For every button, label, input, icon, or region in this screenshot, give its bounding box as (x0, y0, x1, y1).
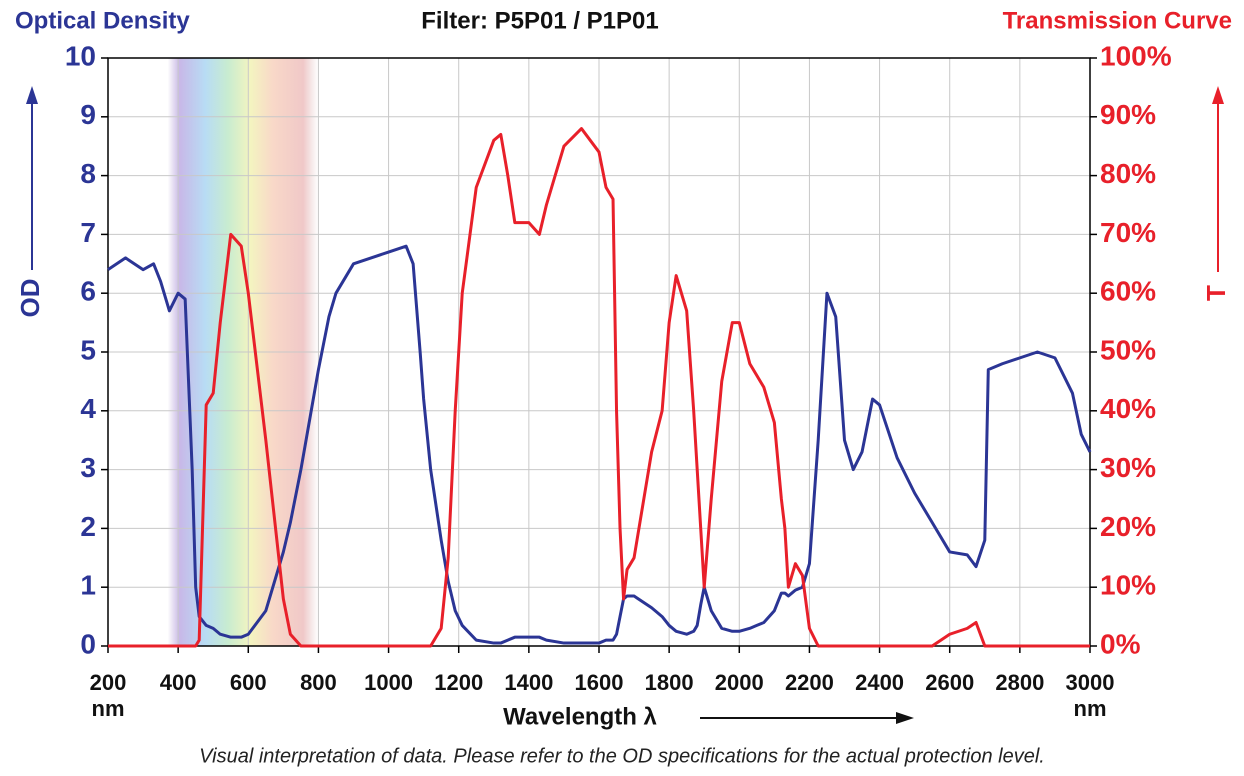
y-tick-label: 0 (80, 628, 96, 659)
x-tick-label: 2200 (785, 670, 834, 695)
footnote: Visual interpretation of data. Please re… (199, 745, 1045, 767)
chart-title: Filter: P5P01 / P1P01 (421, 7, 658, 34)
plot-frame (107, 57, 1091, 647)
series-line (108, 127, 1090, 648)
y2-tick-label: 90% (1100, 99, 1156, 130)
x-tick-label: 600 (230, 670, 267, 695)
x-tick-label: 1400 (504, 670, 553, 695)
x-unit-right: nm (1074, 696, 1107, 721)
x-tick-label: 400 (160, 670, 197, 695)
x-tick-label: 800 (300, 670, 337, 695)
y2-tick-label: 70% (1100, 217, 1156, 248)
y2-tick-label: 0% (1100, 628, 1141, 659)
y2-tick-label: 80% (1100, 158, 1156, 189)
x-tick-label: 2800 (995, 670, 1044, 695)
y2-tick-label: 20% (1100, 511, 1156, 542)
y2-tick-label: 60% (1100, 276, 1156, 307)
y-arrow-head (26, 86, 38, 104)
y-tick-label: 5 (80, 334, 96, 365)
right-axis-title: Transmission Curve (1003, 7, 1232, 34)
y-tick-label: 1 (80, 570, 96, 601)
y-tick-label: 4 (80, 393, 96, 424)
y2-axis-label: T (1201, 285, 1231, 301)
y2-arrow-head (1212, 86, 1224, 104)
series-line (107, 244, 1092, 645)
x-tick-label: 2400 (855, 670, 904, 695)
y2-tick-label: 30% (1100, 452, 1156, 483)
y-tick-label: 7 (80, 217, 96, 248)
y2-tick-label: 100% (1100, 40, 1172, 71)
x-tick-label: 2600 (925, 670, 974, 695)
x-tick-label: 3000 (1066, 670, 1115, 695)
x-tick-label: 2000 (715, 670, 764, 695)
x-unit-left: nm (92, 696, 125, 721)
y2-tick-label: 50% (1100, 334, 1156, 365)
left-axis-title: Optical Density (15, 7, 190, 34)
x-tick-label: 1600 (575, 670, 624, 695)
x-axis-label: Wavelength λ (503, 703, 657, 730)
y-tick-label: 2 (80, 511, 96, 542)
x-tick-label: 1800 (645, 670, 694, 695)
x-arrow-head (896, 712, 914, 724)
y-tick-label: 3 (80, 452, 96, 483)
y-tick-label: 8 (80, 158, 96, 189)
y2-tick-label: 10% (1100, 570, 1156, 601)
y-tick-label: 9 (80, 99, 96, 130)
y2-tick-label: 40% (1100, 393, 1156, 424)
x-tick-label: 1200 (434, 670, 483, 695)
x-tick-label: 1000 (364, 670, 413, 695)
y-axis-label: OD (15, 279, 45, 318)
x-tick-label: 200 (90, 670, 127, 695)
y-tick-label: 6 (80, 276, 96, 307)
y-tick-label: 10 (65, 40, 96, 71)
